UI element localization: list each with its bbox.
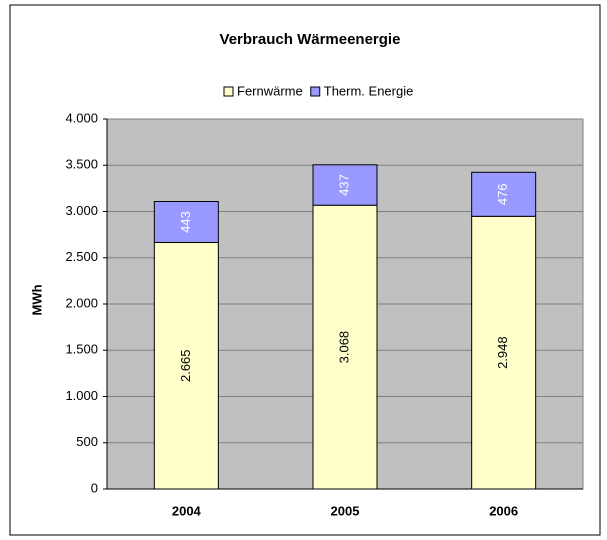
y-tick-label: 2.000 xyxy=(65,295,98,310)
bar-segment xyxy=(471,215,537,490)
legend-label: Therm. Energie xyxy=(324,83,414,98)
data-label: 476 xyxy=(495,183,510,205)
x-tick-label: 2005 xyxy=(331,503,360,518)
y-tick-label: 1.000 xyxy=(65,388,98,403)
x-tick-label: 2004 xyxy=(172,503,202,518)
y-tick-label: 4.000 xyxy=(65,110,98,125)
x-tick-label: 2006 xyxy=(489,503,518,518)
legend-swatch xyxy=(310,86,321,97)
bar-segment xyxy=(312,164,378,206)
y-axis-label: MWh xyxy=(29,284,44,315)
data-label: 2.948 xyxy=(495,336,510,369)
data-label: 437 xyxy=(336,174,351,196)
y-tick-label: 500 xyxy=(76,434,98,449)
bar-segment xyxy=(153,241,219,490)
y-tick-label: 2.500 xyxy=(65,249,98,264)
y-tick-label: 3.500 xyxy=(65,157,98,172)
y-tick-label: 3.000 xyxy=(65,203,98,218)
legend-label: Fernwärme xyxy=(237,83,303,98)
legend-swatch xyxy=(223,86,234,97)
data-label: 3.068 xyxy=(336,331,351,364)
bar-segment xyxy=(471,171,537,217)
bar-segment xyxy=(153,201,219,243)
chart-title: Verbrauch Wärmeenergie xyxy=(220,31,401,48)
y-tick-label: 0 xyxy=(91,480,98,495)
data-label: 2.665 xyxy=(178,349,193,382)
y-tick-label: 1.500 xyxy=(65,342,98,357)
data-label: 443 xyxy=(178,211,193,233)
bar-segment xyxy=(312,204,378,490)
